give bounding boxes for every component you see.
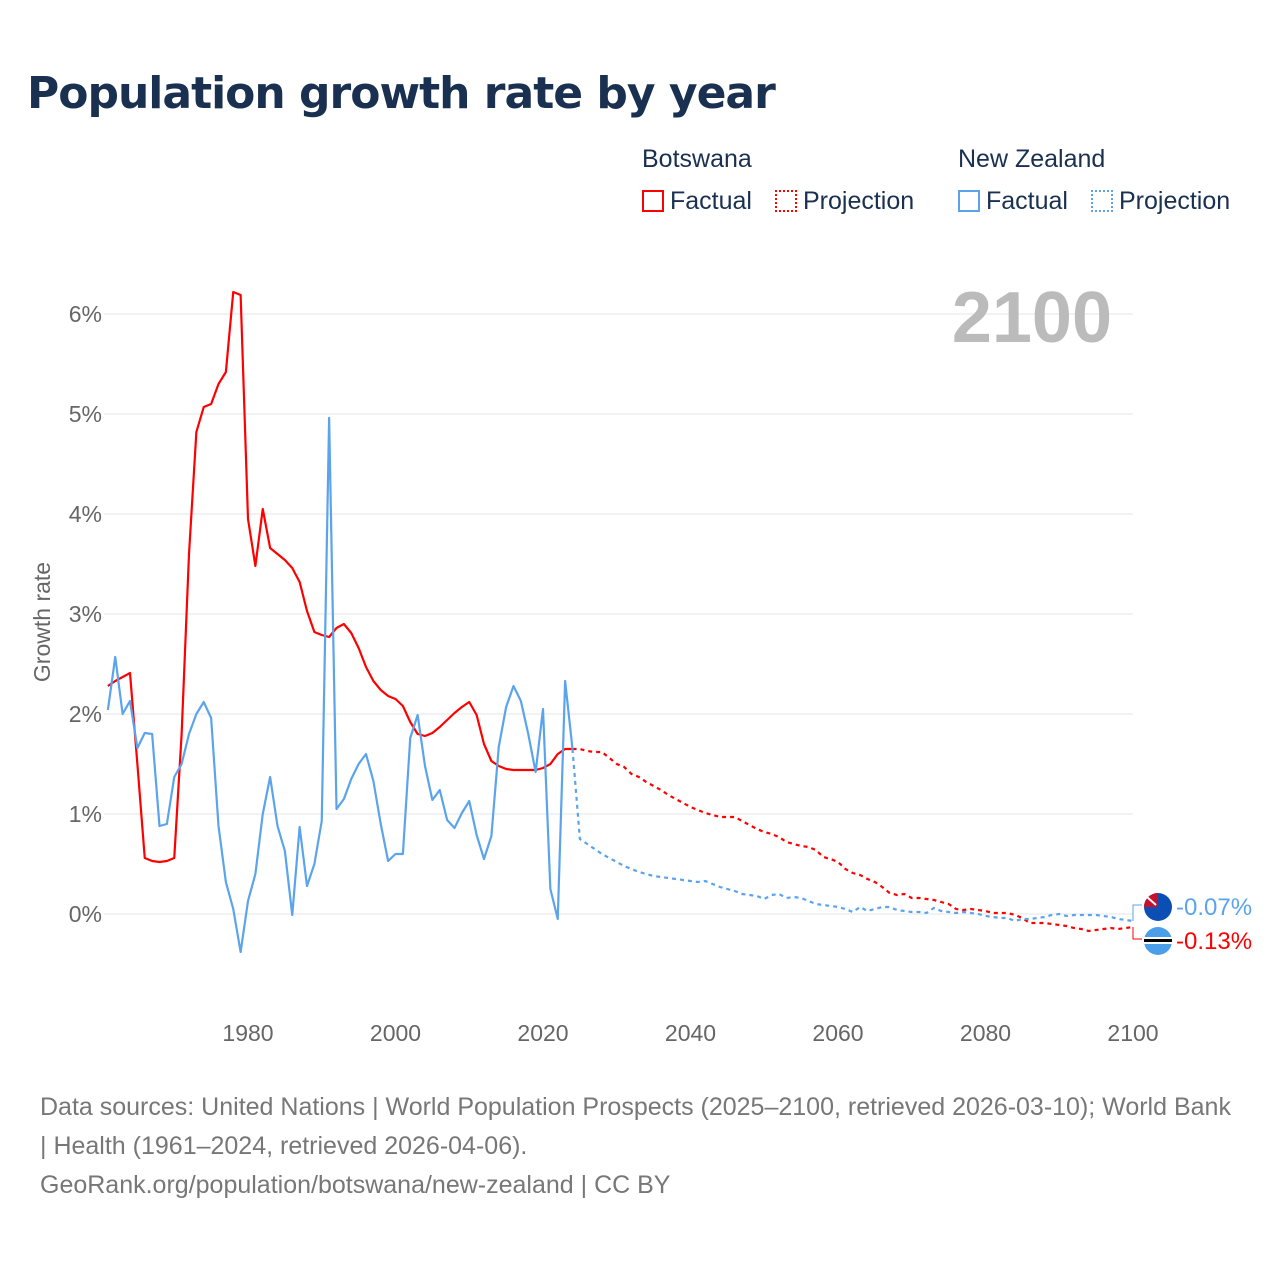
botswana-projection-line — [572, 747, 1134, 933]
legend-item-botswana-factual[interactable]: Factual — [642, 186, 752, 216]
legend-group-botswana: Botswana Factual Projection — [642, 144, 942, 224]
y-tick-label: 2% — [69, 701, 102, 727]
legend-label: Projection — [1119, 187, 1231, 215]
x-tick-label: 2080 — [960, 1020, 1011, 1046]
legend-group-title: Botswana — [642, 145, 752, 173]
solid-swatch-icon — [958, 190, 980, 212]
botswana-factual-line — [107, 290, 573, 864]
legend: Botswana Factual Projection New Zealand … — [0, 144, 1280, 224]
footer: Data sources: United Nations | World Pop… — [40, 1088, 1240, 1205]
new-zealand-end-value: -0.07% — [1176, 894, 1252, 921]
y-tick-label: 4% — [69, 501, 102, 527]
legend-label: Factual — [986, 187, 1068, 215]
y-tick-label: 0% — [69, 901, 102, 927]
y-tick-label: 3% — [69, 601, 102, 627]
x-tick-label: 2100 — [1107, 1020, 1158, 1046]
x-tick-label: 2000 — [370, 1020, 421, 1046]
year-watermark: 2100 — [952, 278, 1112, 358]
legend-group-new-zealand: New Zealand Factual Projection — [958, 144, 1258, 224]
dotted-swatch-icon — [775, 190, 797, 212]
botswana-flag-icon — [1144, 927, 1172, 955]
legend-item-botswana-projection[interactable]: Projection — [775, 186, 914, 216]
botswana-end-value: -0.13% — [1176, 928, 1252, 955]
new-zealand-flag-icon — [1144, 893, 1172, 921]
x-tick-label: 2020 — [517, 1020, 568, 1046]
y-tick-label: 6% — [69, 301, 102, 327]
flag-cross — [1146, 896, 1157, 906]
label-connector — [1132, 927, 1142, 940]
new-zealand-factual-line — [106, 416, 574, 954]
dotted-swatch-icon — [1091, 190, 1113, 212]
legend-item-new-zealand-factual[interactable]: Factual — [958, 186, 1068, 216]
new-zealand-projection-line — [571, 748, 1134, 923]
y-tick-label: 5% — [69, 401, 102, 427]
legend-group-title: New Zealand — [958, 145, 1106, 173]
label-connector — [1132, 904, 1142, 921]
page-title: Population growth rate by year — [27, 68, 776, 119]
x-tick-label: 2040 — [665, 1020, 716, 1046]
x-tick-label: 2060 — [812, 1020, 863, 1046]
y-axis-label: Growth rate — [29, 562, 55, 682]
solid-swatch-icon — [642, 190, 664, 212]
legend-item-new-zealand-projection[interactable]: Projection — [1091, 186, 1230, 216]
flag-stripe — [1144, 939, 1172, 942]
data-sources: Data sources: United Nations | World Pop… — [40, 1093, 1231, 1160]
y-tick-label: 1% — [69, 801, 102, 827]
x-tick-label: 1980 — [222, 1020, 273, 1046]
legend-label: Projection — [803, 187, 915, 215]
legend-label: Factual — [670, 187, 752, 215]
source-link[interactable]: GeoRank.org/population/botswana/new-zeal… — [40, 1171, 671, 1199]
